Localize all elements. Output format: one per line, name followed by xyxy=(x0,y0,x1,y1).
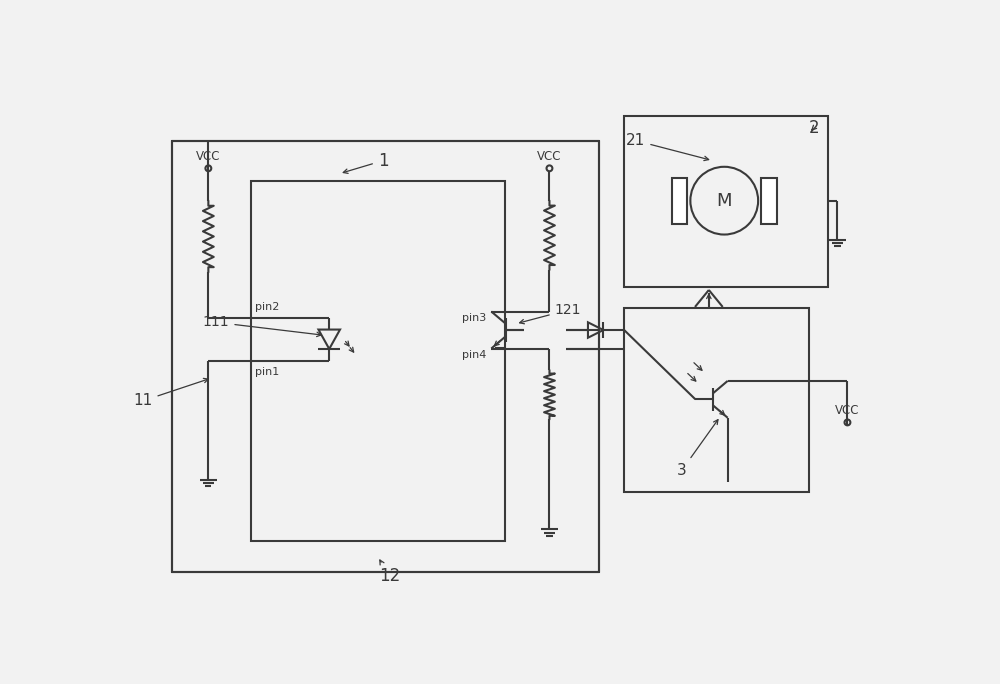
Bar xyxy=(761,178,777,224)
Text: pin3: pin3 xyxy=(462,313,487,323)
Bar xyxy=(172,141,599,572)
Text: 1: 1 xyxy=(343,152,388,173)
Text: VCC: VCC xyxy=(537,150,562,163)
Text: pin2: pin2 xyxy=(255,302,280,312)
Bar xyxy=(624,116,828,287)
Bar xyxy=(251,181,505,541)
Text: 2: 2 xyxy=(809,118,820,137)
Text: pin1: pin1 xyxy=(255,367,280,377)
Text: VCC: VCC xyxy=(196,150,221,163)
Text: pin4: pin4 xyxy=(462,350,487,360)
Bar xyxy=(672,178,687,224)
Bar xyxy=(624,308,809,492)
Text: 12: 12 xyxy=(379,560,400,586)
Text: M: M xyxy=(717,192,732,210)
Text: 121: 121 xyxy=(520,303,581,324)
Text: 3: 3 xyxy=(677,420,718,477)
Text: 111: 111 xyxy=(203,315,321,337)
Text: VCC: VCC xyxy=(835,404,860,417)
Text: 21: 21 xyxy=(626,133,709,161)
Text: 11: 11 xyxy=(133,378,208,408)
